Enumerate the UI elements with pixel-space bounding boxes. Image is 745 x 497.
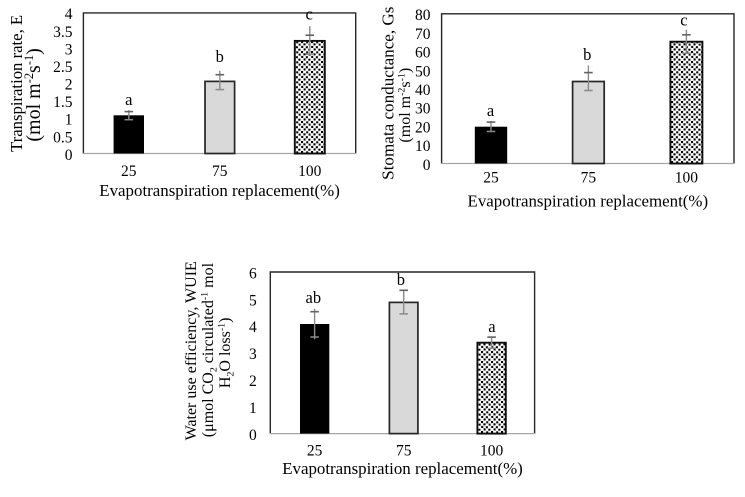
svg-text:75: 75: [396, 443, 412, 460]
svg-text:c: c: [306, 5, 313, 24]
svg-text:75: 75: [212, 163, 228, 180]
svg-text:1: 1: [249, 400, 257, 417]
svg-text:20: 20: [415, 119, 431, 136]
svg-text:Stomata conductance, Gs: Stomata conductance, Gs: [379, 6, 398, 180]
svg-text:80: 80: [415, 7, 431, 24]
svg-text:100: 100: [480, 443, 504, 460]
svg-text:(μmol CO2 circulated-1 mol: (μmol CO2 circulated-1 mol: [200, 262, 220, 437]
svg-text:30: 30: [415, 101, 431, 118]
svg-text:0: 0: [65, 147, 73, 164]
svg-text:c: c: [680, 11, 687, 30]
svg-text:Water use efficiency, WUIE: Water use efficiency, WUIE: [183, 261, 200, 440]
svg-text:Transpiration rate, E: Transpiration rate, E: [7, 15, 26, 152]
svg-text:ab: ab: [306, 288, 322, 307]
svg-text:5: 5: [249, 292, 257, 309]
svg-text:0.5: 0.5: [53, 129, 73, 146]
svg-text:Evapotranspiration replacement: Evapotranspiration replacement(%): [282, 459, 523, 478]
svg-text:b: b: [397, 270, 405, 289]
svg-text:1: 1: [65, 112, 73, 129]
svg-text:1.5: 1.5: [53, 94, 73, 111]
svg-text:(mol m-2s-1): (mol m-2s-1): [397, 68, 415, 143]
svg-text:0: 0: [249, 427, 257, 444]
svg-text:Evapotranspiration replacement: Evapotranspiration replacement(%): [468, 191, 709, 210]
svg-text:100: 100: [675, 169, 699, 186]
svg-text:2.5: 2.5: [53, 59, 73, 76]
svg-text:4: 4: [249, 319, 257, 336]
svg-text:2: 2: [249, 373, 257, 390]
svg-text:60: 60: [415, 45, 431, 62]
svg-text:a: a: [125, 90, 133, 109]
svg-text:b: b: [583, 45, 591, 64]
svg-text:3.5: 3.5: [53, 24, 73, 41]
svg-text:75: 75: [581, 169, 597, 186]
svg-text:3: 3: [249, 346, 257, 363]
svg-text:6: 6: [249, 265, 257, 282]
svg-text:70: 70: [415, 26, 431, 43]
svg-text:50: 50: [415, 63, 431, 80]
svg-text:40: 40: [415, 82, 431, 99]
svg-text:3: 3: [65, 41, 73, 58]
svg-text:100: 100: [298, 163, 322, 180]
svg-text:10: 10: [415, 138, 431, 155]
svg-text:a: a: [487, 101, 495, 120]
svg-text:25: 25: [121, 163, 137, 180]
svg-text:(mol m-2s-1): (mol m-2s-1): [22, 48, 45, 141]
svg-text:Evapotranspiration replacement: Evapotranspiration replacement(%): [99, 181, 340, 200]
svg-text:b: b: [216, 47, 224, 66]
svg-text:4: 4: [65, 6, 73, 23]
svg-text:a: a: [488, 317, 496, 336]
svg-text:0: 0: [423, 157, 431, 174]
svg-text:2: 2: [65, 77, 73, 94]
svg-text:25: 25: [307, 443, 323, 460]
svg-text:H2O loss-1): H2O loss-1): [217, 318, 237, 389]
svg-text:25: 25: [483, 169, 499, 186]
